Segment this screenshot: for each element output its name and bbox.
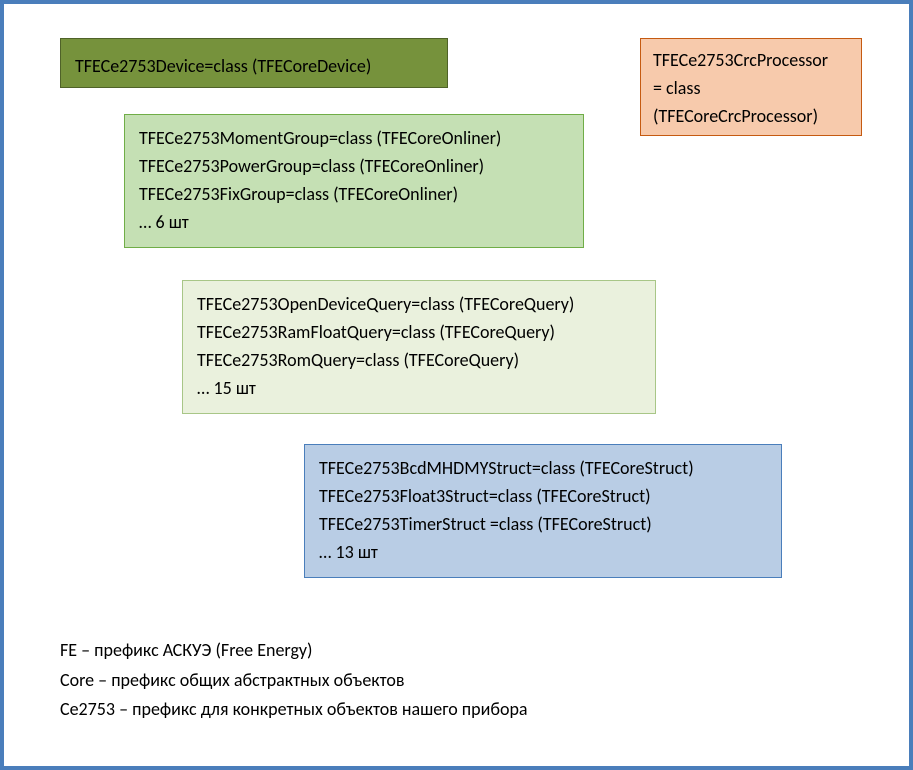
box-line: TFECe2753PowerGroup=class (TFECoreOnline…	[139, 153, 569, 181]
box-line: TFECe2753FixGroup=class (TFECoreOnliner)	[139, 181, 569, 209]
box-line: … 6 шт	[139, 209, 569, 237]
box-line: TFECe2753TimerStruct =class (TFECoreStru…	[319, 511, 767, 539]
box-line: TFECe2753MomentGroup=class (TFECoreOnlin…	[139, 125, 569, 153]
box-line: … 13 шт	[319, 539, 767, 567]
legend-line: Ce2753 – префикс для конкретных объектов…	[60, 695, 528, 725]
box-line: TFECe2753BcdMHDMYStruct=class (TFECoreSt…	[319, 455, 767, 483]
box-line: TFECe2753CrcProcessor	[653, 47, 849, 75]
legend-line: FE – префикс АСКУЭ (Free Energy)	[60, 636, 528, 666]
box-crc-processor: TFECe2753CrcProcessor = class (TFECoreCr…	[640, 38, 862, 136]
box-line: … 15 шт	[197, 375, 641, 403]
box-query-group: TFECe2753OpenDeviceQuery=class (TFECoreQ…	[182, 280, 656, 414]
legend-line: Core – префикс общих абстрактных объекто…	[60, 666, 528, 696]
box-line: = class	[653, 75, 849, 103]
box-line: TFECe2753Float3Struct=class (TFECoreStru…	[319, 483, 767, 511]
box-struct-group: TFECe2753BcdMHDMYStruct=class (TFECoreSt…	[304, 444, 782, 578]
box-line: TFECe2753RomQuery=class (TFECoreQuery)	[197, 347, 641, 375]
box-line: (TFECoreCrcProcessor)	[653, 103, 849, 131]
box-line: TFECe2753OpenDeviceQuery=class (TFECoreQ…	[197, 291, 641, 319]
legend: FE – префикс АСКУЭ (Free Energy) Core – …	[60, 636, 528, 725]
box-line: TFECe2753RamFloatQuery=class (TFECoreQue…	[197, 319, 641, 347]
diagram-canvas: TFECe2753Device=class (TFECoreDevice) TF…	[0, 0, 913, 770]
box-line: TFECe2753Device=class (TFECoreDevice)	[75, 53, 433, 81]
box-onliner-group: TFECe2753MomentGroup=class (TFECoreOnlin…	[124, 114, 584, 248]
box-device-class: TFECe2753Device=class (TFECoreDevice)	[60, 38, 448, 88]
